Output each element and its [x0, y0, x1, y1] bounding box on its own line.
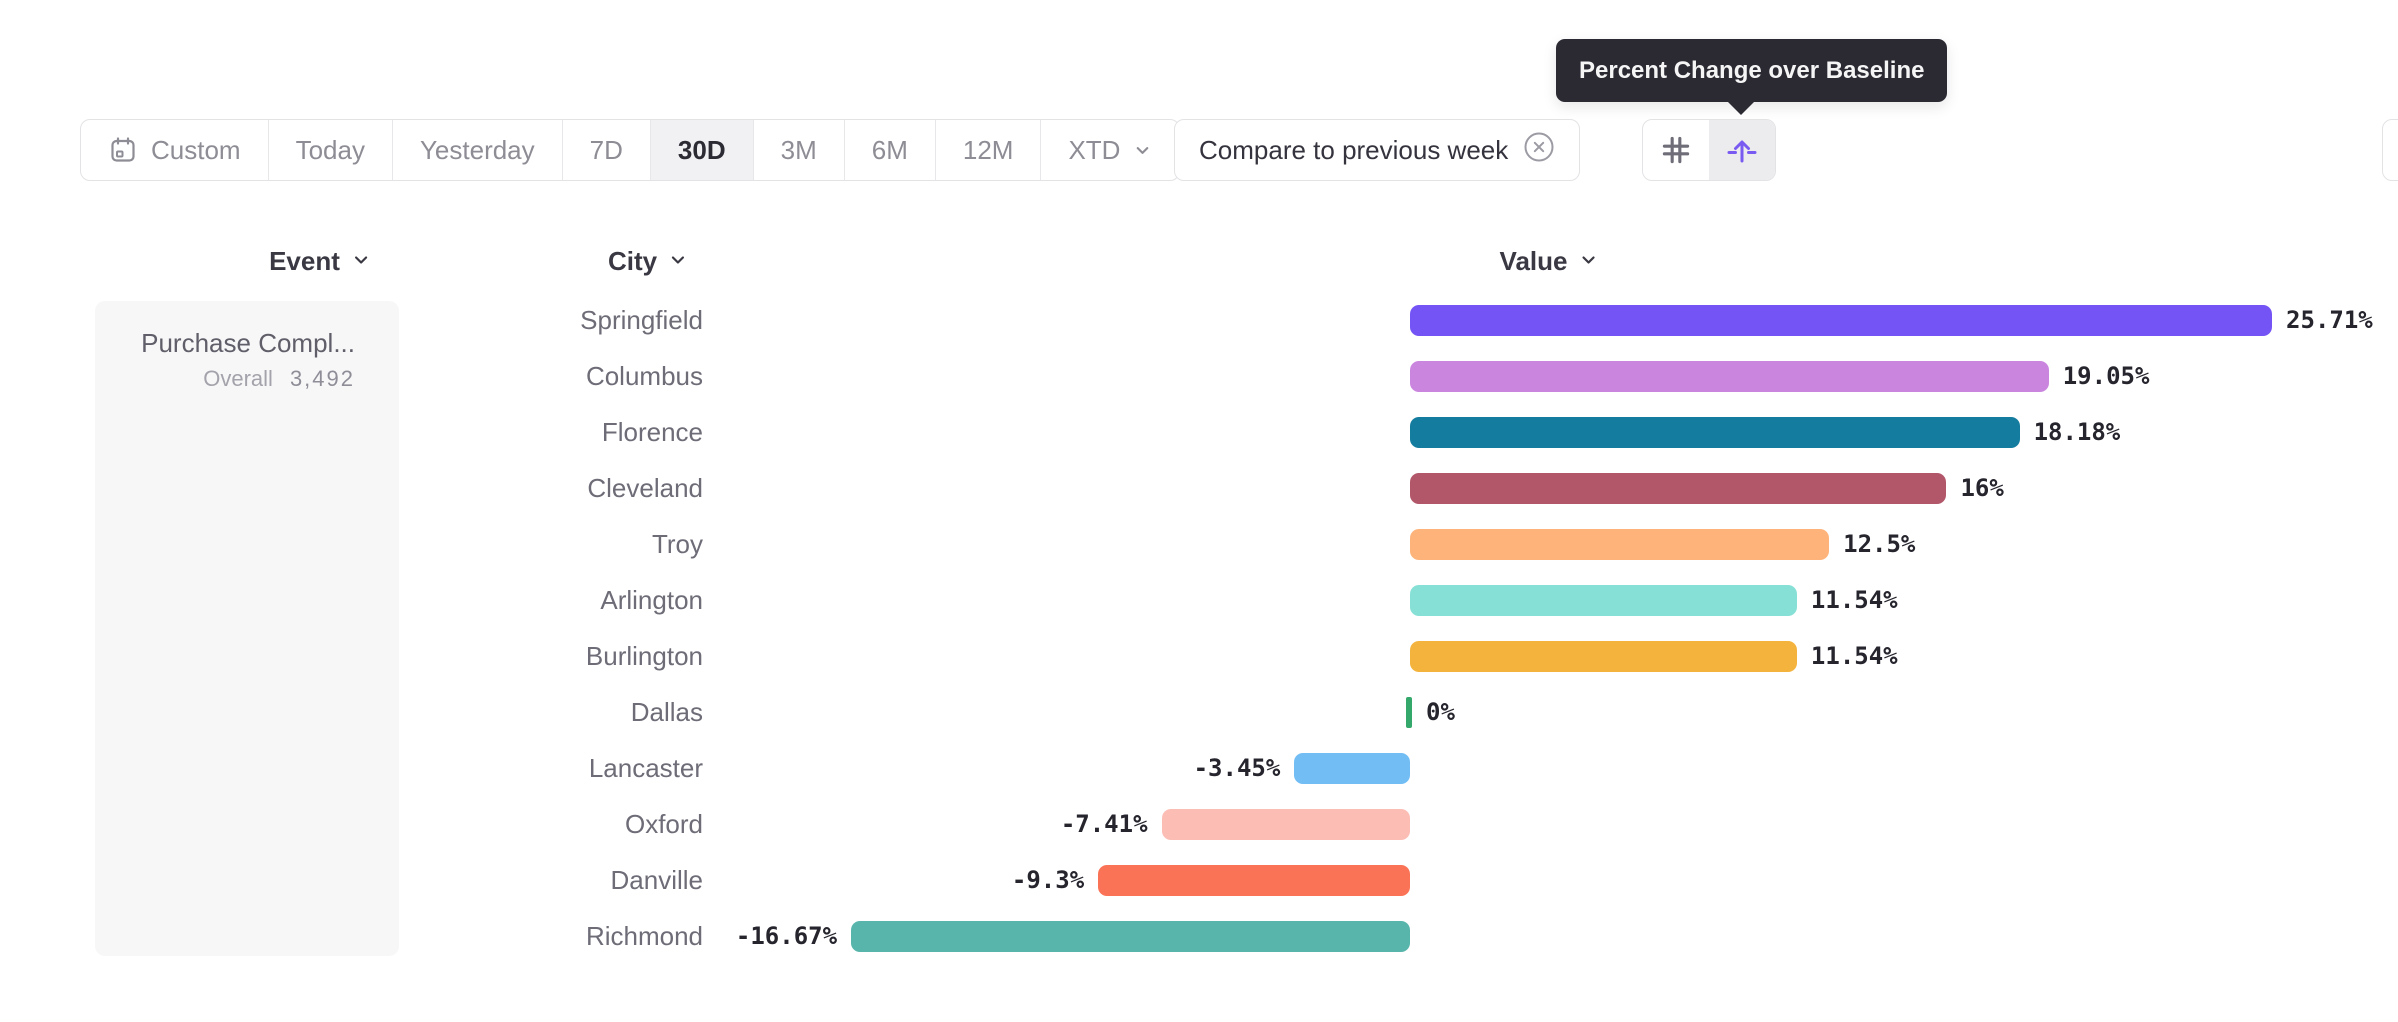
- column-header-event-label: Event: [269, 246, 340, 276]
- date-range-label: 3M: [780, 134, 817, 165]
- date-range-label: 7D: [589, 134, 623, 165]
- city-label: Florence: [601, 416, 703, 447]
- city-label: Oxford: [624, 808, 703, 839]
- value-bar[interactable]: [1410, 360, 2049, 392]
- date-range-30d[interactable]: 30D: [649, 120, 753, 180]
- date-range-xtd[interactable]: XTD: [1040, 120, 1179, 180]
- chevron-down-icon: [668, 246, 688, 277]
- column-header-value-label: Value: [1499, 246, 1568, 276]
- view-toggle-grid[interactable]: [1643, 120, 1709, 180]
- event-metric-value: 3,492: [289, 366, 355, 391]
- value-label: 19.05%: [2062, 361, 2150, 390]
- city-label: Arlington: [600, 584, 703, 615]
- value-bar[interactable]: [1410, 472, 1947, 504]
- city-label: Danville: [610, 864, 704, 895]
- column-header-value[interactable]: Value: [1500, 246, 1599, 277]
- city-label: Troy: [651, 528, 703, 559]
- date-range-label: Yesterday: [419, 134, 535, 165]
- chevron-down-icon: [1133, 141, 1152, 160]
- value-bar[interactable]: [1406, 696, 1412, 728]
- city-label: Richmond: [585, 920, 703, 951]
- city-label: Columbus: [585, 360, 703, 391]
- city-label: Springfield: [580, 304, 703, 335]
- value-bar[interactable]: [1098, 864, 1410, 896]
- value-bar[interactable]: [1294, 752, 1410, 784]
- compare-chip[interactable]: Compare to previous week: [1174, 119, 1581, 181]
- view-toggle-baseline-arrow[interactable]: [1709, 120, 1775, 180]
- city-label: Cleveland: [587, 472, 703, 503]
- circle-x-icon[interactable]: [1523, 131, 1555, 170]
- chevron-down-icon: [351, 246, 371, 277]
- value-bar[interactable]: [1410, 304, 2273, 336]
- edge-partial-button[interactable]: [2382, 119, 2398, 181]
- date-range-label: Today: [295, 134, 365, 165]
- value-label: 11.54%: [1810, 641, 1898, 670]
- value-label: -7.41%: [1060, 809, 1148, 838]
- tooltip-percent-change: Percent Change over Baseline: [1556, 39, 1948, 102]
- date-range-yesterday[interactable]: Yesterday: [391, 120, 562, 180]
- date-range-7d[interactable]: 7D: [561, 120, 650, 180]
- value-label: 0%: [1426, 697, 1455, 726]
- event-panel: Purchase Compl... Overall 3,492: [95, 301, 399, 956]
- tooltip-arrow: [1726, 100, 1756, 115]
- column-header-event[interactable]: Event: [269, 246, 371, 277]
- value-label: -16.67%: [735, 921, 838, 950]
- date-range-today[interactable]: Today: [267, 120, 392, 180]
- city-label: Dallas: [630, 696, 703, 727]
- column-header-city[interactable]: City: [608, 246, 688, 277]
- value-label: -3.45%: [1193, 753, 1281, 782]
- value-label: 25.71%: [2286, 305, 2373, 334]
- city-label: Lancaster: [588, 752, 703, 783]
- value-bar[interactable]: [1161, 808, 1410, 840]
- date-range-label: Custom: [151, 134, 241, 165]
- grid-icon: [1659, 133, 1693, 167]
- value-bar[interactable]: [851, 920, 1410, 952]
- date-range-label: XTD: [1068, 134, 1121, 165]
- date-range-control: Custom Today Yesterday 7D 30D 3M 6M 12M XTD: [80, 119, 1181, 181]
- city-label: Burlington: [585, 640, 703, 671]
- baseline-arrow-icon: [1725, 133, 1759, 167]
- date-range-label: 12M: [962, 134, 1014, 165]
- date-range-custom[interactable]: Custom: [81, 120, 268, 180]
- date-range-12m[interactable]: 12M: [934, 120, 1041, 180]
- date-range-6m[interactable]: 6M: [843, 120, 935, 180]
- value-label: 11.54%: [1810, 585, 1898, 614]
- date-range-3m[interactable]: 3M: [752, 120, 844, 180]
- chevron-down-icon: [1578, 246, 1598, 277]
- value-label: 18.18%: [2033, 417, 2121, 446]
- compare-chip-label: Compare to previous week: [1199, 134, 1509, 165]
- calendar-icon: [108, 135, 138, 165]
- value-label: 12.5%: [1843, 529, 1916, 558]
- value-label: 16%: [1960, 473, 2004, 502]
- value-bar[interactable]: [1410, 416, 2020, 448]
- view-toggle-group: [1642, 119, 1776, 181]
- date-range-label: 30D: [677, 134, 726, 165]
- value-bar[interactable]: [1410, 584, 1797, 616]
- value-bar[interactable]: [1410, 640, 1797, 672]
- event-metric-label: Overall: [203, 366, 273, 391]
- value-label: -9.3%: [1011, 865, 1085, 894]
- event-name[interactable]: Purchase Compl...: [141, 328, 355, 358]
- value-bar[interactable]: [1410, 528, 1830, 560]
- column-header-city-label: City: [607, 246, 658, 276]
- date-range-label: 6M: [871, 134, 908, 165]
- event-metric: Overall 3,492: [203, 366, 355, 392]
